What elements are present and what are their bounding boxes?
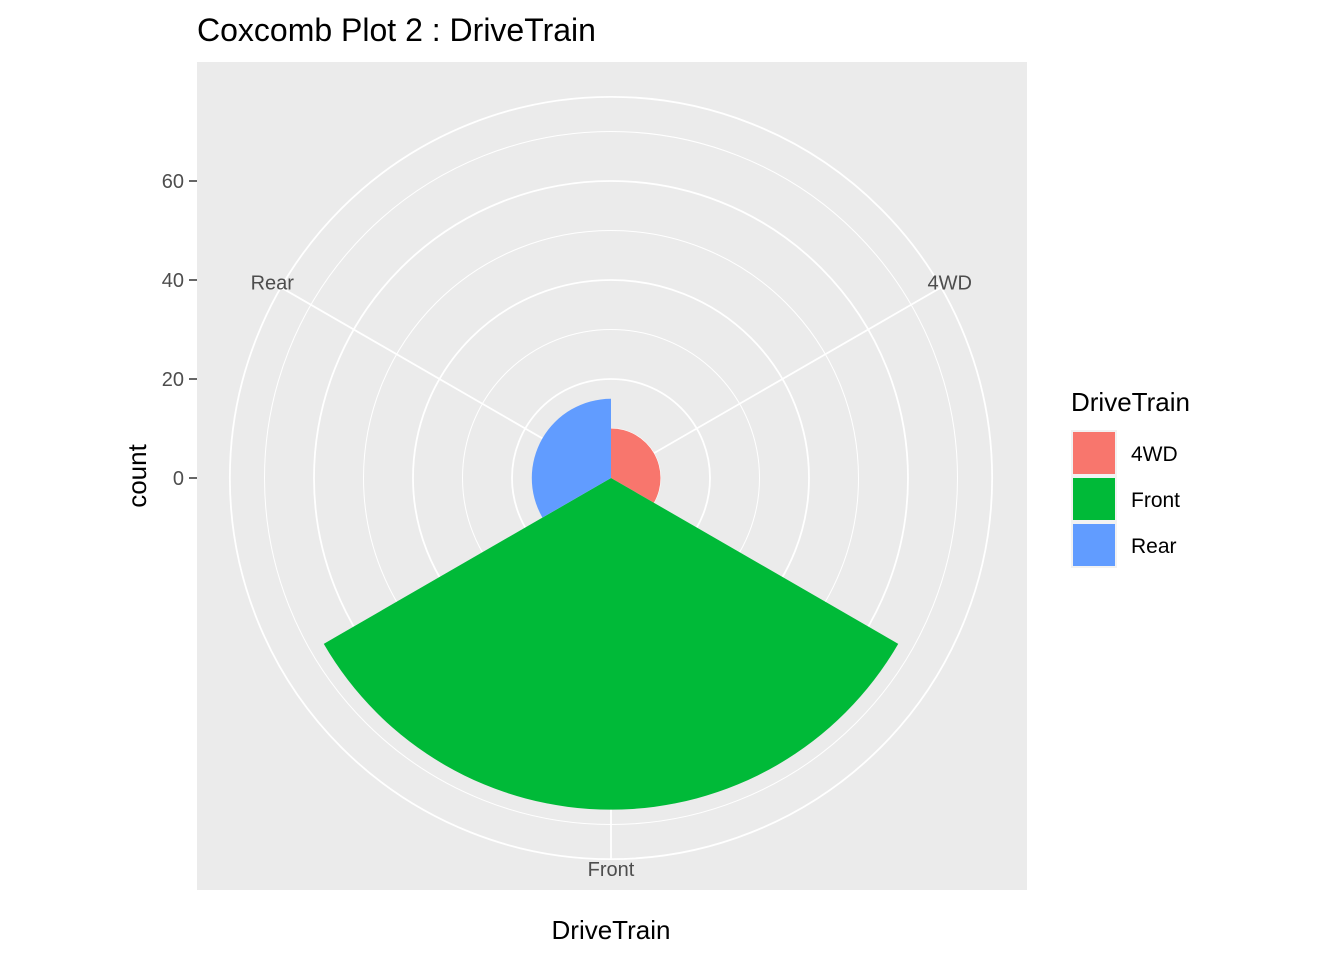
y-tick-label: 60 (162, 171, 184, 193)
legend-label-front: Front (1131, 489, 1180, 512)
legend-items: 4WD Front Rear (1071, 430, 1180, 568)
bars-layer (323, 398, 899, 810)
y-tick-label: 20 (162, 369, 184, 391)
x-axis-title: DriveTrain (552, 915, 671, 945)
category-label-front: Front (588, 859, 635, 881)
legend: DriveTrain 4WD Front Rear (1071, 387, 1190, 568)
y-axis: 0 20 40 60 (162, 171, 197, 490)
legend-swatch-4wd (1073, 432, 1115, 474)
legend-swatch-front (1073, 478, 1115, 520)
legend-label-4wd: 4WD (1131, 443, 1178, 466)
legend-label-rear: Rear (1131, 535, 1177, 558)
category-label-rear: Rear (251, 272, 295, 294)
wedge-4wd (611, 428, 661, 503)
y-axis-title: count (122, 443, 152, 507)
y-tick-label: 0 (173, 468, 184, 490)
wedge-rear (531, 398, 611, 518)
legend-title: DriveTrain (1071, 387, 1190, 417)
chart-title: Coxcomb Plot 2 : DriveTrain (197, 12, 596, 48)
grid-layer (228, 95, 994, 861)
grid-spoke (610, 286, 942, 479)
wedge-front (323, 478, 899, 810)
legend-swatch-rear (1073, 524, 1115, 566)
category-labels: 4WD Front Rear (251, 272, 972, 881)
y-tick-label: 40 (162, 270, 184, 292)
category-label-4wd: 4WD (928, 272, 972, 294)
